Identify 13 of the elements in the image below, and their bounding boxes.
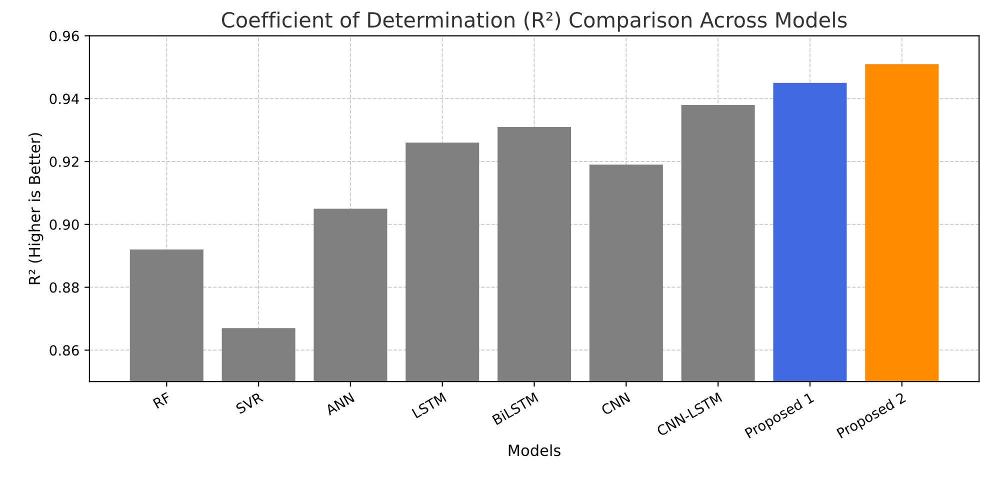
y-axis-title: R² (Higher is Better) (28, 133, 44, 284)
y-tick-label: 0.94 (50, 94, 79, 104)
x-tick-label: SVR (235, 392, 264, 414)
y-tick-label: 0.96 (50, 30, 79, 42)
x-tick-label: ANN (324, 392, 355, 416)
y-tick-label: 0.88 (50, 282, 79, 293)
x-tick-label: RF (152, 392, 172, 409)
y-tick-label: 0.90 (50, 219, 79, 230)
y-tick-label: 0.86 (50, 345, 79, 356)
y-tick-label: 0.92 (50, 156, 78, 168)
chart-title: Coefficient of Determination (R²) Comparison Across Models (222, 12, 847, 32)
x-axis-title: Models (508, 444, 560, 456)
x-tick-label: CNN (600, 392, 630, 416)
